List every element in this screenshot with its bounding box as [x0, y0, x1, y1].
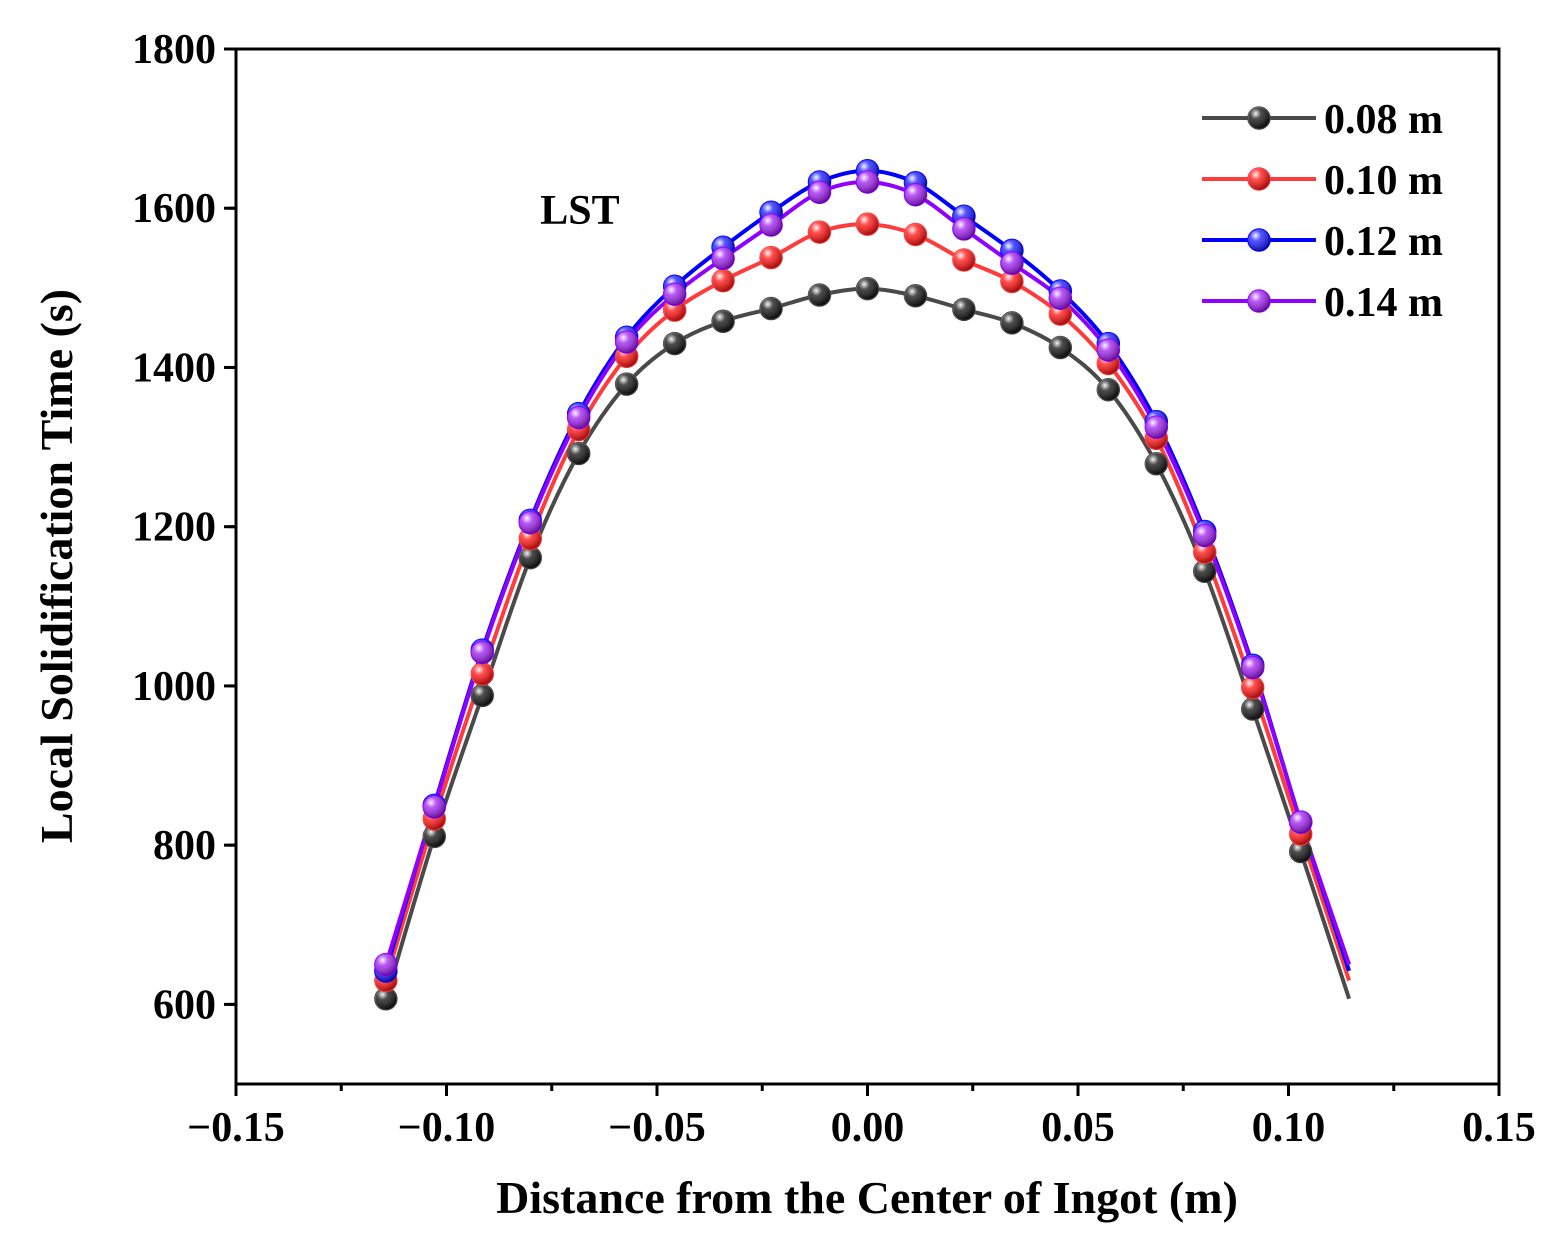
- data-point: [759, 245, 783, 270]
- legend-label: 0.12 m: [1324, 219, 1443, 265]
- legend-label: 0.08 m: [1324, 97, 1443, 143]
- data-point: [518, 545, 543, 570]
- x-tick-label: 0.00: [831, 1105, 905, 1151]
- data-point: [1096, 378, 1121, 402]
- data-point: [1240, 697, 1265, 721]
- x-tick-label: −0.05: [608, 1105, 705, 1151]
- annotation-lst: LST: [540, 188, 619, 234]
- data-point: [807, 180, 832, 205]
- data-point: [1096, 338, 1121, 362]
- data-point: [1144, 452, 1169, 476]
- legend-item: 0.12 m: [1202, 219, 1443, 265]
- series-line-008: [383, 286, 1352, 1000]
- data-point: [855, 170, 880, 194]
- x-tick-label: −0.15: [187, 1105, 284, 1151]
- x-tick-label: 0.10: [1252, 1105, 1326, 1151]
- series-line-010: [383, 222, 1352, 982]
- data-point: [566, 441, 591, 466]
- data-point: [903, 222, 928, 247]
- x-axis-ticks: −0.15 −0.10 −0.05 0.00 0.05 0.10 0.15: [187, 1084, 1536, 1151]
- legend: 0.08 m 0.10 m 0.12 m 0.14 m: [1202, 97, 1443, 326]
- x-tick-label: −0.10: [398, 1105, 495, 1151]
- data-point: [1000, 269, 1024, 294]
- data-point: [807, 220, 832, 244]
- plot-frame: [234, 47, 1501, 1086]
- y-tick-label: 800: [153, 823, 216, 869]
- data-point: [518, 526, 543, 551]
- data-point: [470, 640, 495, 665]
- y-axis-ticks: 600 800 1000 1200 1400 1600 1800: [132, 27, 236, 1028]
- data-point: [807, 283, 832, 307]
- legend-label: 0.10 m: [1324, 158, 1443, 204]
- data-point: [662, 331, 687, 356]
- x-tick-label: 0.15: [1462, 1105, 1536, 1151]
- data-point: [422, 795, 447, 819]
- data-point: [662, 282, 687, 306]
- legend-item: 0.08 m: [1202, 97, 1443, 143]
- y-tick-label: 1400: [132, 345, 216, 391]
- plot-markers: [374, 159, 1313, 1011]
- data-point: [1048, 335, 1073, 360]
- data-point: [1192, 559, 1217, 584]
- data-point: [952, 217, 976, 241]
- data-point: [1192, 523, 1217, 548]
- data-point: [614, 330, 639, 354]
- x-axis-label: Distance from the Center of Ingot (m): [496, 1172, 1238, 1223]
- legend-marker: [1247, 167, 1271, 191]
- data-point: [374, 952, 398, 977]
- data-point: [1288, 810, 1313, 834]
- data-point: [711, 309, 735, 334]
- legend-marker: [1247, 228, 1271, 252]
- legend-item: 0.10 m: [1202, 158, 1443, 204]
- data-point: [1240, 655, 1265, 680]
- y-tick-label: 1200: [132, 505, 216, 551]
- data-point: [855, 276, 880, 301]
- data-point: [566, 405, 591, 430]
- data-point: [470, 662, 495, 686]
- legend-marker: [1247, 289, 1271, 313]
- data-point: [518, 510, 543, 535]
- legend-item: 0.14 m: [1202, 280, 1443, 326]
- data-point: [1144, 415, 1169, 439]
- data-point: [470, 683, 495, 708]
- y-tick-label: 1600: [132, 186, 216, 232]
- data-point: [1000, 251, 1024, 275]
- data-point: [1000, 311, 1024, 335]
- data-point: [759, 296, 783, 321]
- data-point: [855, 212, 880, 236]
- data-point: [759, 213, 783, 237]
- data-point: [952, 297, 976, 322]
- y-tick-label: 1000: [132, 664, 216, 710]
- data-point: [1048, 286, 1073, 310]
- y-axis-label: Local Solidification Time (s): [31, 289, 82, 843]
- data-point: [903, 182, 928, 207]
- y-tick-label: 1800: [132, 27, 216, 73]
- data-point: [614, 372, 639, 396]
- data-point: [952, 248, 976, 272]
- legend-marker: [1247, 106, 1271, 130]
- data-point: [711, 246, 735, 271]
- data-point: [374, 987, 398, 1011]
- data-point: [662, 298, 687, 322]
- legend-label: 0.14 m: [1324, 280, 1443, 326]
- data-point: [903, 284, 928, 308]
- data-point: [711, 268, 735, 293]
- data-point: [1240, 675, 1265, 700]
- x-tick-label: 0.05: [1041, 1105, 1115, 1151]
- y-tick-label: 600: [153, 982, 216, 1028]
